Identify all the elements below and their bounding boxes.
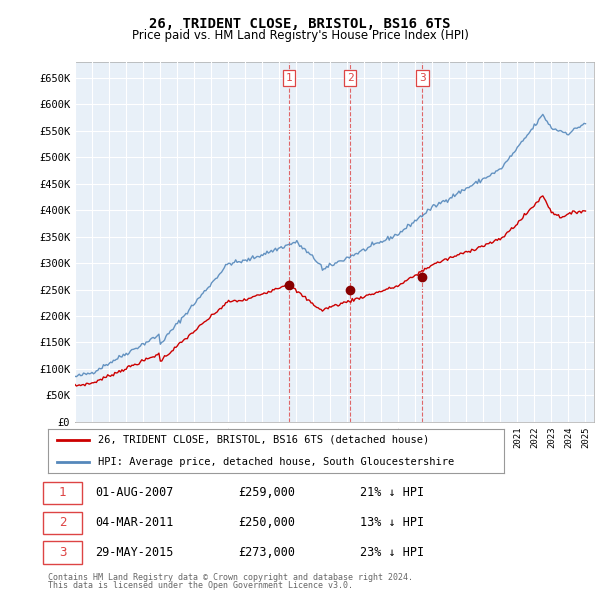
Text: £273,000: £273,000 (238, 546, 295, 559)
Text: This data is licensed under the Open Government Licence v3.0.: This data is licensed under the Open Gov… (48, 581, 353, 590)
Text: 2: 2 (59, 516, 66, 529)
Text: 13% ↓ HPI: 13% ↓ HPI (359, 516, 424, 529)
FancyBboxPatch shape (43, 512, 82, 534)
Text: 21% ↓ HPI: 21% ↓ HPI (359, 486, 424, 499)
Text: Price paid vs. HM Land Registry's House Price Index (HPI): Price paid vs. HM Land Registry's House … (131, 29, 469, 42)
Text: 26, TRIDENT CLOSE, BRISTOL, BS16 6TS (detached house): 26, TRIDENT CLOSE, BRISTOL, BS16 6TS (de… (98, 435, 430, 445)
Text: 1: 1 (286, 73, 292, 83)
Text: 04-MAR-2011: 04-MAR-2011 (95, 516, 174, 529)
Text: 3: 3 (419, 73, 426, 83)
Text: £250,000: £250,000 (238, 516, 295, 529)
Text: 26, TRIDENT CLOSE, BRISTOL, BS16 6TS: 26, TRIDENT CLOSE, BRISTOL, BS16 6TS (149, 17, 451, 31)
FancyBboxPatch shape (43, 481, 82, 504)
Text: Contains HM Land Registry data © Crown copyright and database right 2024.: Contains HM Land Registry data © Crown c… (48, 572, 413, 582)
Text: 2: 2 (347, 73, 353, 83)
Text: 01-AUG-2007: 01-AUG-2007 (95, 486, 174, 499)
Text: 29-MAY-2015: 29-MAY-2015 (95, 546, 174, 559)
Text: 1: 1 (59, 486, 66, 499)
Text: 3: 3 (59, 546, 66, 559)
Text: 23% ↓ HPI: 23% ↓ HPI (359, 546, 424, 559)
Text: £259,000: £259,000 (238, 486, 295, 499)
FancyBboxPatch shape (43, 542, 82, 564)
Text: HPI: Average price, detached house, South Gloucestershire: HPI: Average price, detached house, Sout… (98, 457, 454, 467)
